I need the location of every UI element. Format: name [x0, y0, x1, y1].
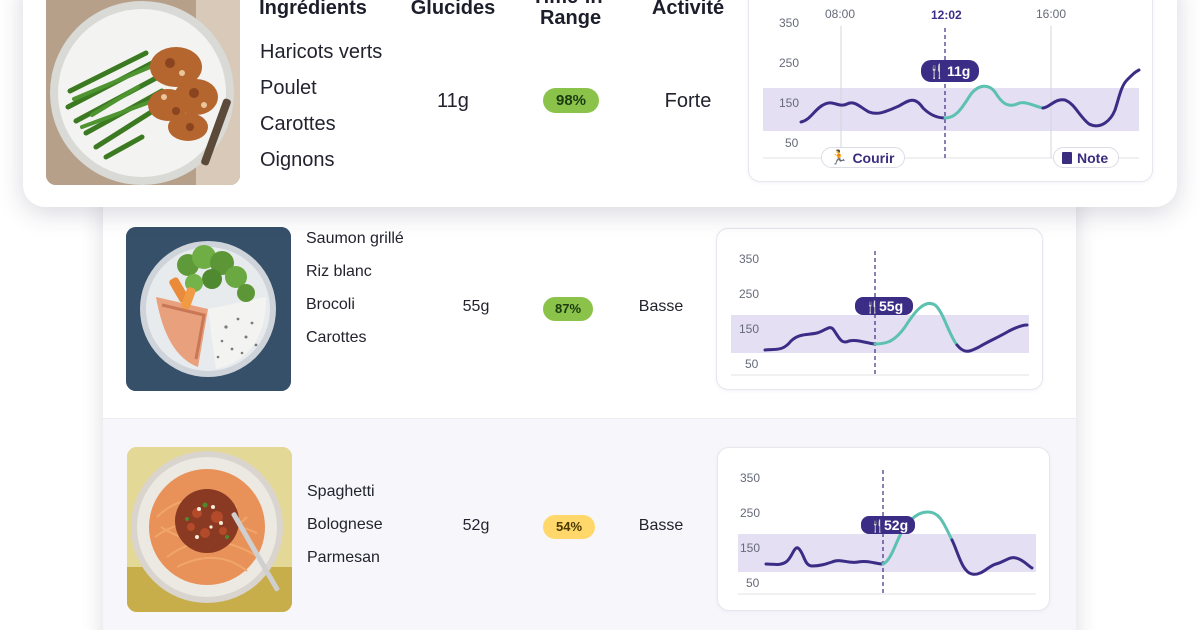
- y-tick-label: 350: [740, 471, 760, 485]
- target-range-band: [738, 534, 1036, 572]
- tir-badge: 98%: [543, 88, 599, 113]
- column-header-carbs: Glucides: [410, 0, 496, 19]
- ingredient-item: Brocoli: [306, 296, 355, 313]
- fork-knife-icon: 🍴: [865, 300, 880, 314]
- carbs-value: 55g: [462, 298, 490, 315]
- glucose-curve-after: [955, 323, 1029, 353]
- ingredient-item: Saumon grillé: [306, 230, 404, 247]
- ingredients-list: Haricots verts Poulet Carottes Oignons: [260, 39, 382, 183]
- glucose-curve-post: [881, 510, 954, 566]
- table-row[interactable]: Saumon grillé Riz blanc Brocoli Carottes…: [103, 200, 1076, 418]
- column-header-activity: Activité: [651, 0, 725, 19]
- meal-photo: [46, 0, 240, 185]
- meal-tag-label: 52g: [884, 517, 908, 533]
- y-tick-label: 150: [779, 96, 799, 110]
- featured-meal-card[interactable]: Ingrédients Glucides Time-in-Range Activ…: [23, 0, 1177, 207]
- meals-table-panel: Saumon grillé Riz blanc Brocoli Carottes…: [103, 150, 1076, 630]
- glucose-chart-svg: 350 250 150 50 🍴 55g: [731, 251, 1029, 377]
- ingredient-item: Spaghetti: [307, 483, 375, 500]
- carbs-value: 52g: [462, 517, 490, 534]
- glucose-curve-pre: [764, 546, 885, 568]
- x-tick-label: 08:00: [825, 7, 855, 21]
- note-chip[interactable]: Note: [1053, 147, 1120, 168]
- y-tick-label: 250: [739, 287, 759, 301]
- salmon-rice-broccoli-plate-icon: [126, 227, 291, 391]
- y-tick-label: 50: [785, 136, 799, 150]
- ingredient-item: Carottes: [306, 329, 367, 346]
- activity-value: Basse: [638, 298, 684, 315]
- column-header-ingredients: Ingrédients: [259, 0, 367, 19]
- glucose-chart[interactable]: 350 250 150 50 🍴 52g: [717, 447, 1050, 611]
- y-tick-label: 150: [740, 541, 760, 555]
- meal-tag[interactable]: 🍴 55g: [855, 297, 913, 315]
- glucose-chart[interactable]: 350 250 150 50 🍴 55g: [716, 228, 1043, 390]
- activity-chip-courir[interactable]: 🏃 Courir: [821, 147, 906, 168]
- y-tick-label: 350: [739, 252, 759, 266]
- glucose-chart-svg: 08:00 12:02 16:00 350 250 150 50 🍴 11g: [763, 7, 1141, 159]
- fork-knife-icon: 🍴: [870, 519, 885, 533]
- green-beans-chicken-plate-icon: [46, 0, 240, 185]
- meal-tag-label: 55g: [879, 298, 903, 314]
- glucose-curve-pre: [763, 326, 877, 352]
- ingredient-item: Carottes: [260, 113, 336, 135]
- ingredient-item: Bolognese: [307, 516, 383, 533]
- running-icon: 🏃: [830, 149, 848, 165]
- x-tick-label: 16:00: [1036, 7, 1066, 21]
- ingredients-list: Saumon grillé Riz blanc Brocoli Carottes: [306, 228, 404, 360]
- meal-photo: [126, 227, 291, 391]
- target-range-band: [731, 315, 1029, 353]
- ingredient-item: Riz blanc: [306, 263, 372, 280]
- column-header-tir: Time-in-Range: [532, 0, 609, 29]
- glucose-chart[interactable]: 08:00 12:02 16:00 350 250 150 50 🍴 11g 🏃…: [748, 0, 1153, 182]
- tir-badge: 54%: [543, 515, 595, 539]
- meal-tag[interactable]: 🍴 11g: [921, 60, 979, 82]
- chip-label: Note: [1077, 149, 1109, 166]
- ingredient-item: Poulet: [260, 77, 317, 99]
- glucose-curve-pre: [799, 98, 947, 124]
- glucose-chart-svg: 350 250 150 50 🍴 52g: [738, 470, 1036, 596]
- glucose-curve-after: [1041, 68, 1141, 128]
- tir-badge: 87%: [543, 297, 593, 321]
- note-icon: [1062, 151, 1072, 164]
- x-tick-label-current: 12:02: [931, 8, 962, 22]
- y-tick-label: 150: [739, 322, 759, 336]
- chip-label: Courir: [852, 149, 895, 166]
- glucose-curve-post: [873, 302, 959, 347]
- activity-value: Forte: [664, 90, 712, 112]
- y-tick-label: 250: [740, 506, 760, 520]
- fork-knife-icon: 🍴: [928, 63, 945, 80]
- ingredients-list: Spaghetti Bolognese Parmesan: [307, 481, 383, 580]
- meal-tag[interactable]: 🍴 52g: [861, 516, 915, 534]
- y-tick-label: 250: [779, 56, 799, 70]
- spaghetti-bolognese-plate-icon: [127, 447, 292, 612]
- meal-photo: [127, 447, 292, 612]
- ingredient-item: Haricots verts: [260, 41, 383, 63]
- ingredient-item: Parmesan: [307, 549, 380, 566]
- activity-value: Basse: [638, 517, 684, 534]
- y-tick-label: 50: [745, 357, 759, 371]
- meal-tag-label: 11g: [947, 63, 970, 79]
- ingredient-item: Oignons: [260, 149, 335, 171]
- y-tick-label: 350: [779, 16, 799, 30]
- y-tick-label: 50: [746, 576, 760, 590]
- table-row[interactable]: Spaghetti Bolognese Parmesan 52g 54% Bas…: [103, 418, 1076, 630]
- carbs-value: 11g: [437, 90, 469, 112]
- glucose-curve-post: [943, 84, 1045, 120]
- glucose-curve-after: [950, 538, 1034, 576]
